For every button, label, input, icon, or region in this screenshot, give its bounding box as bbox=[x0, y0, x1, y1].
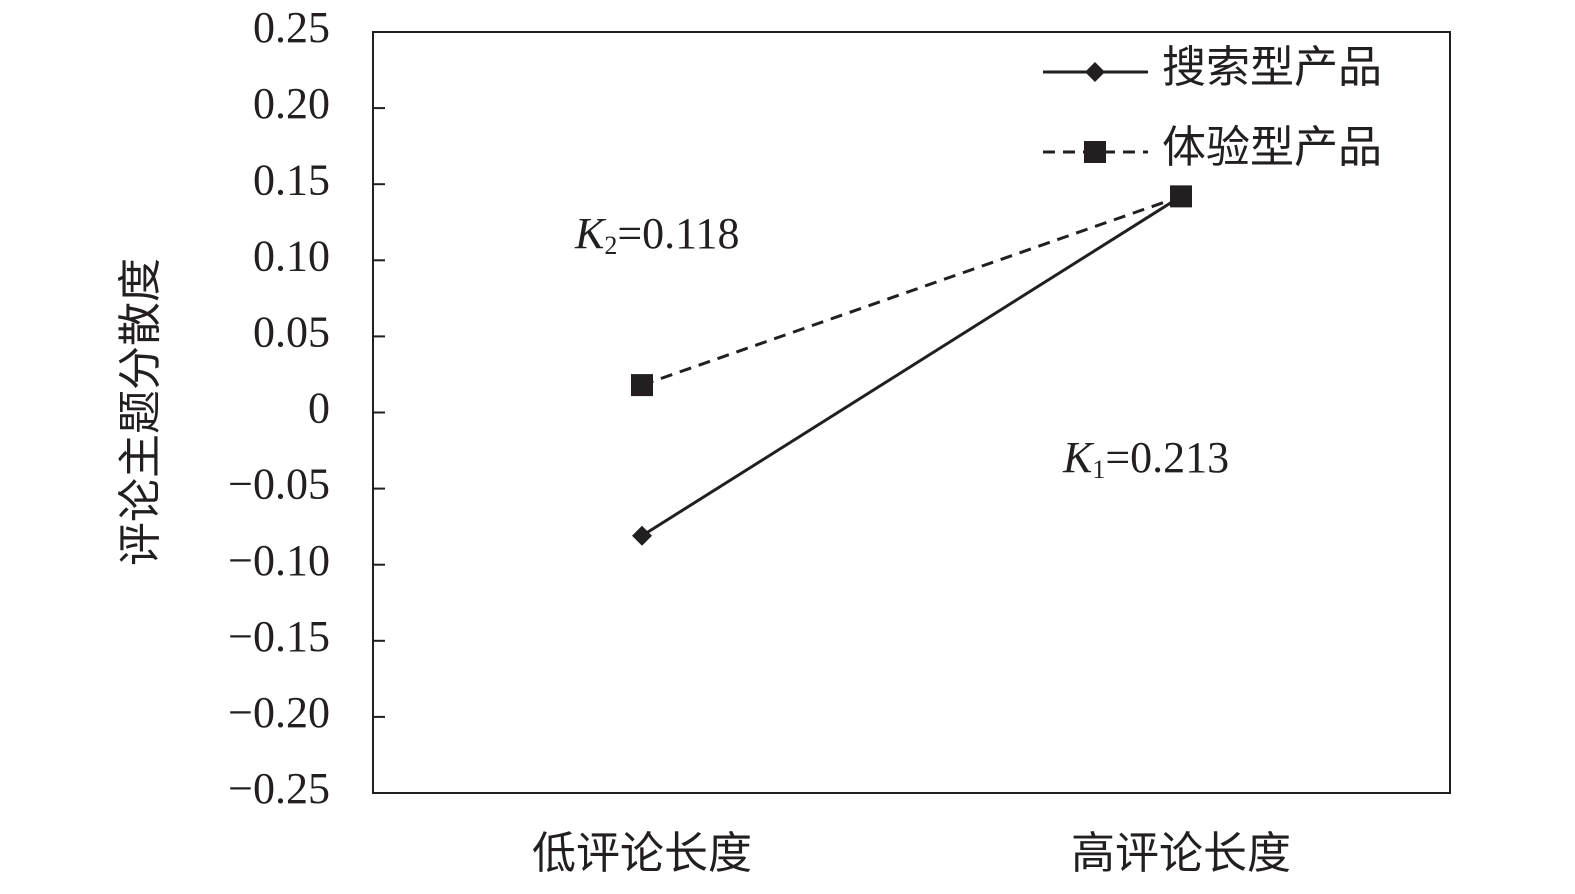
annotation-subscript: 2 bbox=[604, 231, 617, 260]
y-tick-label: −0.10 bbox=[228, 536, 330, 585]
annotation-text: =0.213 bbox=[1105, 433, 1229, 482]
series-line bbox=[641, 195, 1182, 538]
y-tick-label: −0.15 bbox=[228, 612, 330, 661]
x-tick-label: 高评论长度 bbox=[1071, 829, 1291, 878]
marker bbox=[632, 525, 652, 546]
annotation-symbol: K bbox=[1062, 433, 1095, 482]
series-line bbox=[641, 194, 1182, 387]
legend-marker bbox=[1084, 141, 1106, 163]
y-tick-label: 0 bbox=[308, 384, 330, 433]
annotation: K1=0.213 bbox=[1062, 433, 1229, 484]
legend-marker bbox=[1085, 62, 1105, 82]
y-tick-label: −0.25 bbox=[228, 764, 330, 813]
y-tick-label: 0.25 bbox=[253, 3, 330, 52]
y-tick-label: −0.20 bbox=[228, 688, 330, 737]
annotation: K2=0.118 bbox=[574, 209, 740, 260]
marker bbox=[631, 374, 653, 397]
annotation-text: =0.118 bbox=[617, 209, 739, 258]
legend-label: 体验型产品 bbox=[1162, 123, 1382, 172]
y-axis-label: 评论主题分散度 bbox=[116, 258, 165, 566]
y-tick-label: −0.05 bbox=[228, 460, 330, 509]
y-tick-label: 0.20 bbox=[253, 79, 330, 128]
y-tick-label: 0.05 bbox=[253, 307, 330, 356]
annotation-subscript: 1 bbox=[1092, 455, 1105, 484]
annotation-symbol: K bbox=[574, 209, 607, 258]
y-tick-label: 0.15 bbox=[253, 155, 330, 204]
marker bbox=[1170, 185, 1192, 208]
legend-label: 搜索型产品 bbox=[1162, 43, 1382, 92]
y-tick-label: 0.10 bbox=[253, 231, 330, 280]
x-tick-label: 低评论长度 bbox=[532, 829, 752, 878]
